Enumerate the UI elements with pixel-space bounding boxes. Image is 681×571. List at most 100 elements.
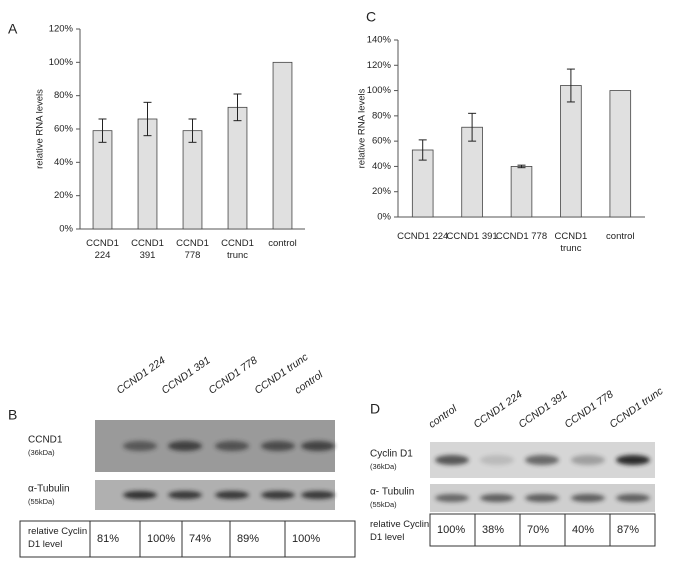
quant-label: relative Cyclin D1 level bbox=[370, 519, 430, 543]
blot-band bbox=[215, 441, 249, 451]
row-size: (36kDa) bbox=[370, 462, 397, 471]
quant-label-box: relative Cyclin D1 level bbox=[370, 519, 430, 543]
x-tick-label: CCND1 391 bbox=[446, 231, 498, 242]
y-tick-label: 60% bbox=[372, 136, 392, 147]
y-tick-label: 0% bbox=[377, 212, 391, 223]
lane-label: CCND1 778 bbox=[206, 354, 259, 396]
y-tick-label: 0% bbox=[59, 224, 73, 235]
lane-label: CCND1 391 bbox=[159, 354, 212, 396]
y-axis-label: relative RNA levels bbox=[357, 88, 368, 168]
blot-band bbox=[215, 491, 249, 499]
quant-value: 87% bbox=[617, 524, 639, 536]
y-tick-label: 140% bbox=[367, 35, 392, 46]
blot-band bbox=[525, 494, 559, 502]
y-tick-label: 100% bbox=[49, 57, 74, 68]
quant-value: 100% bbox=[437, 524, 465, 536]
blot-band bbox=[123, 441, 157, 451]
blot-band bbox=[616, 494, 650, 502]
row-size: (36kDa) bbox=[28, 448, 55, 457]
row-label: Cyclin D1 bbox=[370, 449, 413, 460]
blot-band bbox=[435, 494, 469, 502]
x-tick-label: control bbox=[606, 231, 635, 242]
bar bbox=[227, 106, 248, 230]
y-tick-label: 40% bbox=[54, 157, 74, 168]
x-tick-label: CCND1 391 bbox=[131, 238, 164, 261]
bar bbox=[609, 90, 632, 218]
bar bbox=[182, 130, 203, 230]
y-tick-label: 100% bbox=[367, 85, 392, 96]
panel-letter: A bbox=[8, 21, 18, 37]
blot-band bbox=[435, 455, 469, 465]
x-tick-label-box: CCND1 224 bbox=[397, 231, 449, 242]
x-tick-label-box: control bbox=[606, 231, 635, 242]
quant-label: relative Cyclin D1 level bbox=[28, 526, 88, 550]
bar bbox=[92, 130, 113, 230]
quant-label-box: relative Cyclin D1 level bbox=[28, 526, 88, 550]
x-tick-label-box: CCND1 391 bbox=[131, 238, 164, 261]
lane-label: CCND1 391 bbox=[516, 388, 569, 430]
blot-band bbox=[616, 455, 650, 465]
lane-label: control bbox=[292, 368, 325, 396]
x-tick-label-box: CCND1 391 bbox=[446, 231, 498, 242]
y-tick-label: 20% bbox=[54, 190, 74, 201]
quant-value: 40% bbox=[572, 524, 594, 536]
x-tick-label-box: CCND1 778 bbox=[495, 231, 548, 242]
x-tick-label: control bbox=[268, 238, 297, 249]
blot-band bbox=[168, 491, 202, 499]
blot-band bbox=[480, 455, 514, 465]
lane-label: control bbox=[426, 402, 459, 430]
y-tick-label: 120% bbox=[49, 24, 74, 35]
x-tick-label-box: control bbox=[268, 238, 297, 249]
x-tick-label: CCND1 224 bbox=[397, 231, 449, 242]
row-size: (55kDa) bbox=[370, 500, 397, 509]
bar bbox=[272, 61, 293, 230]
blot-band bbox=[480, 494, 514, 502]
x-tick-label-box: CCND1 trunc bbox=[221, 238, 254, 261]
bar bbox=[510, 166, 533, 218]
blot-band bbox=[571, 494, 605, 502]
quant-value: 38% bbox=[482, 524, 504, 536]
blot-band bbox=[261, 491, 295, 499]
blot-band bbox=[571, 455, 605, 465]
x-tick-label-box: CCND1 224 bbox=[86, 238, 119, 261]
x-tick-label-box: CCND1 778 bbox=[176, 238, 209, 261]
x-tick-label: CCND1 778 bbox=[495, 231, 548, 242]
quant-value: 100% bbox=[147, 533, 175, 545]
blot-band bbox=[123, 491, 157, 499]
quant-value: 70% bbox=[527, 524, 549, 536]
quant-table bbox=[19, 520, 356, 558]
bar bbox=[560, 85, 582, 218]
y-tick-label: 20% bbox=[372, 186, 392, 197]
blot-band bbox=[168, 441, 202, 451]
lane-label: CCND1 224 bbox=[471, 388, 524, 430]
y-tick-label: 120% bbox=[367, 60, 392, 71]
quant-table bbox=[429, 513, 656, 547]
x-tick-label: CCND1 778 bbox=[176, 238, 209, 261]
y-tick-label: 80% bbox=[372, 110, 392, 121]
x-tick-label: CCND1 trunc bbox=[221, 238, 254, 261]
x-tick-label: CCND1 trunc bbox=[554, 231, 588, 254]
lane-label: CCND1 778 bbox=[562, 388, 615, 430]
y-tick-label: 40% bbox=[372, 161, 392, 172]
blot-band bbox=[301, 441, 335, 451]
y-tick-label: 80% bbox=[54, 90, 74, 101]
row-size: (55kDa) bbox=[28, 497, 55, 506]
row-label: CCND1 bbox=[28, 435, 63, 446]
quant-value: 89% bbox=[237, 533, 259, 545]
quant-value: 81% bbox=[97, 533, 119, 545]
x-tick-label: CCND1 224 bbox=[86, 238, 119, 261]
blot-band bbox=[301, 491, 335, 499]
x-tick-label-box: CCND1 trunc bbox=[554, 231, 588, 254]
lane-label: CCND1 224 bbox=[114, 354, 167, 396]
panel-letter: C bbox=[366, 9, 376, 25]
row-label: α-Tubulin bbox=[28, 484, 70, 495]
y-tick-label: 60% bbox=[54, 124, 74, 135]
quant-value: 74% bbox=[189, 533, 211, 545]
y-axis-label: relative RNA levels bbox=[35, 89, 46, 169]
blot-band bbox=[261, 441, 295, 451]
quant-value: 100% bbox=[292, 533, 320, 545]
row-label: α- Tubulin bbox=[370, 487, 414, 498]
lane-label: CCND1 trunc bbox=[607, 385, 666, 431]
panel-letter: B bbox=[8, 407, 17, 423]
